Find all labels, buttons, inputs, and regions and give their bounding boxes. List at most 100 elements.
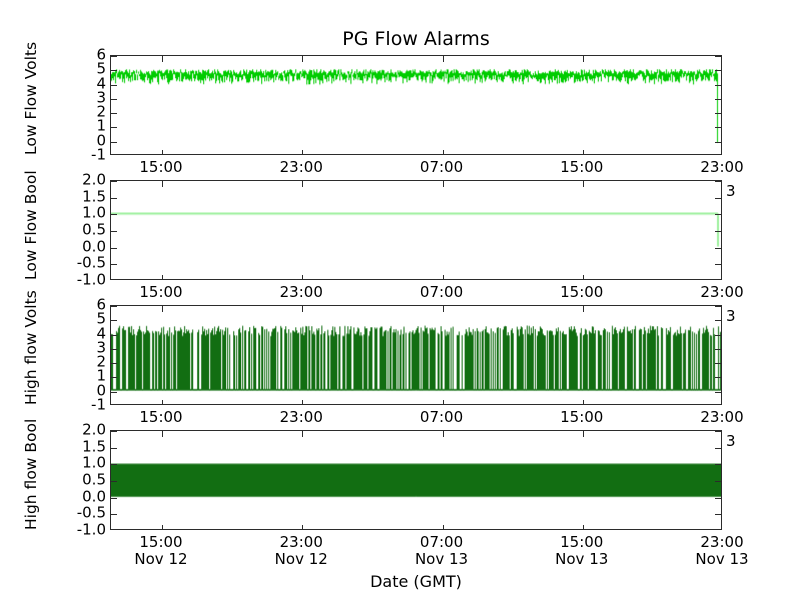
y-tick-label: -1 [91,395,106,414]
plot-area-high-flow-volts [111,306,721,404]
y-tick-label: 6 [96,45,106,64]
x-tick-mark [442,275,444,279]
x-tick-label: 23:00 Nov 13 [695,533,749,569]
x-tick-mark [582,431,584,437]
y-tick-mark [715,334,721,336]
y-tick-label: 1 [96,116,106,135]
x-tick-mark [302,525,304,529]
x-tick-time: 07:00 [419,533,464,551]
x-tick-mark [582,306,584,312]
x-tick-mark [442,400,444,404]
y-tick-label: 2 [96,352,106,371]
y-tick-mark [111,363,117,365]
y-tick-label: 6 [96,295,106,314]
y-tick-mark [111,464,117,466]
plot-area-low-flow-volts [111,56,721,154]
y-tick-mark [715,481,721,482]
y-tick-label: -1.0 [76,270,106,289]
x-axis-label: Date (GMT) [370,572,462,591]
y-tick-mark [715,127,721,129]
y-tick-label: 1.0 [82,453,106,472]
x-tick-mark [161,56,163,62]
x-tick-label: 23:00 [700,283,744,301]
x-tick-label: 23:00 [279,408,323,426]
y-tick-mark [111,264,117,266]
x-tick-label: 15:00 Nov 13 [555,533,608,569]
y-tick-mark [111,181,117,182]
x-tick-mark [442,56,444,62]
x-tick-mark [161,306,163,312]
y-tick-mark [715,214,721,216]
y-tick-mark [111,127,117,129]
x-tick-mark [582,275,584,279]
y-tick-mark [715,497,721,499]
y-tick-label: 0.0 [82,237,106,256]
y-tick-mark [715,431,721,432]
y-tick-mark [111,214,117,216]
y-tick-mark [715,70,721,72]
y-tick-mark [111,391,117,393]
y-tick-mark [111,231,117,232]
y-tick-label: 4 [96,324,106,343]
y-tick-mark [715,141,721,143]
x-tick-mark [442,431,444,437]
y-tick-mark [111,334,117,336]
x-tick-date: Nov 13 [414,550,469,569]
x-tick-mark [161,400,163,404]
y-tick-mark [111,141,117,143]
x-tick-time: 23:00 [279,533,323,551]
subplot-high-flow-bool [110,430,722,530]
x-tick-mark [161,525,163,529]
x-tick-mark [582,150,584,154]
y-tick-mark [111,447,117,449]
y-tick-mark [715,514,721,516]
x-tick-time: 23:00 [700,533,744,551]
y-tick-mark [111,84,117,86]
y-tick-mark [715,464,721,466]
y-tick-mark [715,113,721,115]
y-tick-mark [111,197,117,199]
y-tick-label: 4 [96,74,106,93]
y-tick-mark [715,447,721,449]
x-tick-mark [442,181,444,187]
y-tick-mark [715,98,721,100]
y-tick-label: 1.5 [82,437,106,456]
x-tick-date: Nov 13 [695,550,749,569]
y-tick-mark [111,377,117,379]
y-tick-mark [111,56,117,57]
y-tick-mark [715,231,721,232]
x-tick-label: 15:00 [560,283,604,301]
chart-title: PG Flow Alarms [342,28,490,50]
plot-area-high-flow-bool [111,431,721,529]
x-tick-label: 23:00 [700,158,744,176]
y-tick-mark [715,181,721,182]
x-tick-mark [161,181,163,187]
y-tick-label: 5 [96,59,106,78]
y-tick-mark [715,56,721,57]
y-tick-mark [111,98,117,100]
x-tick-label: 07:00 Nov 13 [414,533,469,569]
y-tick-mark [111,481,117,482]
y-axis-label-high-flow-bool: High flow Bool [22,418,40,530]
y-tick-label: 5 [96,309,106,328]
x-tick-label: 15:00 [560,408,604,426]
y-tick-mark [111,320,117,322]
y-tick-label: 1.0 [82,203,106,222]
y-tick-label: -0.5 [76,253,106,272]
x-tick-label: 15:00 Nov 12 [134,533,187,569]
x-tick-mark [442,150,444,154]
x-tick-time: 15:00 [560,533,604,551]
clipped-date-label-subplot2: 3 [726,182,736,200]
y-tick-mark [715,84,721,86]
x-tick-mark [442,525,444,529]
x-tick-mark [302,431,304,437]
y-axis-ticks-subplot3: -1 0 1 2 3 4 5 6 [62,297,106,412]
x-tick-mark [302,150,304,154]
y-tick-label: 3 [96,88,106,107]
y-tick-mark [111,247,117,249]
x-tick-mark [582,400,584,404]
x-tick-label: 07:00 [419,158,464,176]
clipped-date-label-subplot4: 3 [726,432,736,450]
y-axis-label-high-flow-volts: High flow Volts [22,290,40,405]
